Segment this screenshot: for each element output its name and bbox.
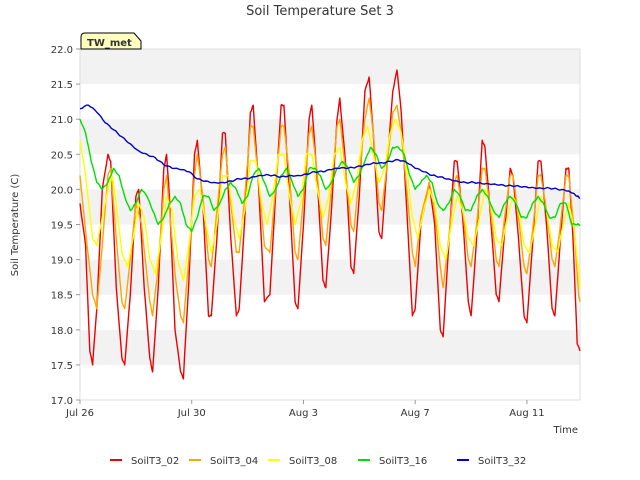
- y-tick-label: 19.0: [51, 256, 73, 267]
- plot-band: [80, 294, 580, 330]
- y-tick-label: 21.5: [51, 80, 73, 91]
- plot-band: [80, 49, 580, 85]
- series-line-soilt3-08: [79, 118, 581, 288]
- series-line-soilt3-16: [79, 118, 581, 233]
- chart-title: Soil Temperature Set 3: [246, 4, 394, 19]
- y-axis: 17.0 17.5 18.0 18.5 19.0 19.5 20.0 20.5 21.0 21.5…: [51, 45, 80, 407]
- legend-label: SoilT3_32: [478, 456, 526, 467]
- x-tick-label: Jul 30: [177, 408, 206, 419]
- plot-band: [80, 84, 580, 120]
- x-axis-label: Time: [553, 425, 578, 436]
- legend-label: SoilT3_16: [379, 456, 427, 467]
- station-tag-label: TW_met: [87, 38, 132, 49]
- plot-band: [80, 364, 580, 400]
- plot-band: [80, 329, 580, 365]
- legend-label: SoilT3_04: [210, 456, 258, 467]
- series-line-soilt3-02: [79, 69, 581, 380]
- series-line-soilt3-04: [79, 97, 581, 324]
- x-tick-label: Aug 7: [401, 408, 430, 419]
- y-axis-label: Soil Temperature (C): [10, 174, 21, 277]
- x-tick-label: Aug 3: [289, 408, 318, 419]
- plot-band: [80, 119, 580, 155]
- y-tick-label: 18.0: [51, 326, 73, 337]
- y-tick-label: 20.0: [51, 185, 73, 196]
- legend-label: SoilT3_02: [131, 456, 179, 467]
- y-tick-label: 17.5: [51, 361, 73, 372]
- y-tick-label: 21.0: [51, 115, 73, 126]
- y-tick-label: 22.0: [51, 45, 73, 56]
- legend-label: SoilT3_08: [289, 456, 337, 467]
- y-tick-label: 17.0: [51, 396, 73, 407]
- series-line-soilt3-32: [79, 104, 581, 199]
- station-tag-box: [80, 32, 142, 50]
- y-tick-label: 20.5: [51, 150, 73, 161]
- x-axis: Jul 26 Jul 30 Aug 3 Aug 7 Aug 11: [65, 400, 545, 419]
- x-tick-label: Jul 26: [65, 408, 94, 419]
- y-tick-label: 18.5: [51, 291, 73, 302]
- y-tick-label: 19.5: [51, 221, 73, 232]
- plot-band: [80, 259, 580, 295]
- station-tag: TW_met: [80, 32, 142, 50]
- plot-background-bands: [80, 49, 580, 400]
- legend: SoilT3_02 SoilT3_04 SoilT3_08 SoilT3_16 Soil…: [110, 456, 526, 467]
- series-lines: [79, 69, 581, 380]
- x-tick-label: Aug 11: [509, 408, 544, 419]
